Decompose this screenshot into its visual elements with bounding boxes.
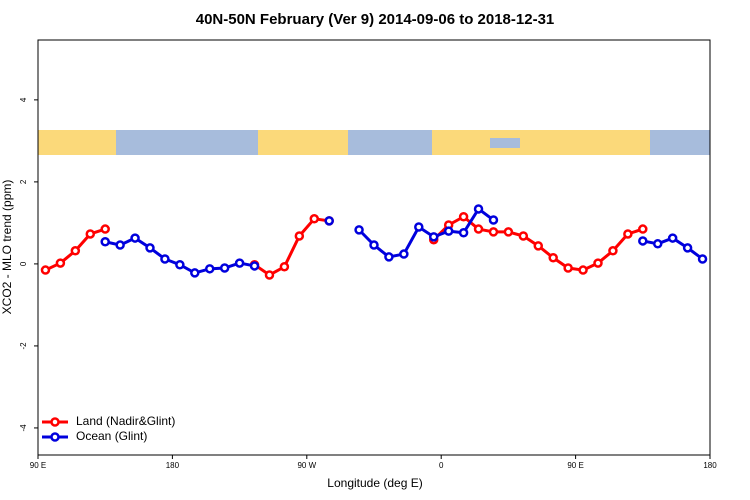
- point: [503, 227, 514, 237]
- point: [563, 263, 573, 273]
- point: [548, 253, 558, 263]
- legend-label: Ocean (Glint): [76, 429, 147, 443]
- point: [399, 249, 409, 259]
- point: [100, 237, 110, 247]
- point: [428, 232, 439, 242]
- point: [294, 231, 305, 241]
- x-tick-label: 180: [166, 461, 180, 470]
- point: [145, 243, 155, 253]
- x-axis-label: Longitude (deg E): [327, 476, 422, 490]
- point: [130, 233, 140, 243]
- point: [473, 224, 484, 234]
- point: [100, 224, 110, 234]
- x-tick-label: 0: [439, 461, 444, 470]
- x-tick-label: 180: [703, 461, 717, 470]
- point: [354, 225, 364, 235]
- point: [652, 239, 663, 249]
- legend-label: Land (Nadir&Glint): [76, 414, 175, 428]
- point: [85, 229, 96, 239]
- point: [384, 252, 394, 262]
- legend-marker: [50, 417, 60, 427]
- map-band: [38, 130, 710, 155]
- point: [458, 211, 469, 222]
- point: [234, 258, 245, 268]
- point: [160, 254, 170, 264]
- point: [190, 268, 200, 278]
- point: [369, 240, 379, 250]
- x-tick-label: 90 W: [297, 461, 316, 470]
- point: [204, 264, 215, 274]
- point: [55, 258, 66, 268]
- point: [488, 227, 499, 237]
- point: [608, 246, 618, 256]
- point: [488, 215, 499, 225]
- point: [458, 227, 469, 238]
- chart-title: 40N-50N February (Ver 9) 2014-09-06 to 2…: [196, 11, 555, 28]
- point: [682, 243, 693, 253]
- x-tick-label: 90 E: [30, 461, 46, 470]
- y-tick-label: 4: [19, 97, 28, 102]
- point: [638, 236, 648, 246]
- sea-patch: [490, 138, 520, 148]
- land-band: [38, 130, 116, 155]
- point: [533, 241, 544, 251]
- y-tick-label: -4: [19, 424, 28, 432]
- point: [593, 258, 603, 268]
- point: [578, 265, 588, 275]
- y-axis-label: XCO2 - MLO trend (ppm): [0, 180, 14, 315]
- point: [115, 240, 125, 250]
- point: [623, 229, 633, 239]
- point: [473, 204, 484, 214]
- y-tick-label: 0: [19, 261, 28, 266]
- land-band: [258, 130, 348, 155]
- point: [443, 226, 454, 236]
- point: [264, 270, 275, 280]
- legend-marker: [50, 432, 60, 442]
- point: [219, 263, 230, 273]
- point: [638, 224, 648, 234]
- series-line: [44, 214, 644, 277]
- x-tick-label: 90 E: [567, 461, 583, 470]
- y-tick-label: 2: [19, 179, 28, 184]
- series-line: [104, 206, 704, 275]
- point: [70, 246, 81, 256]
- point: [667, 233, 678, 243]
- point: [175, 259, 185, 270]
- y-tick-label: -2: [19, 342, 28, 350]
- point: [309, 214, 320, 224]
- point: [697, 254, 708, 264]
- plot-frame: [37, 39, 711, 456]
- point: [249, 261, 260, 271]
- point: [279, 262, 290, 272]
- land-band: [432, 130, 650, 155]
- point: [414, 222, 424, 232]
- point: [40, 265, 51, 275]
- point: [518, 231, 529, 241]
- point: [324, 216, 334, 226]
